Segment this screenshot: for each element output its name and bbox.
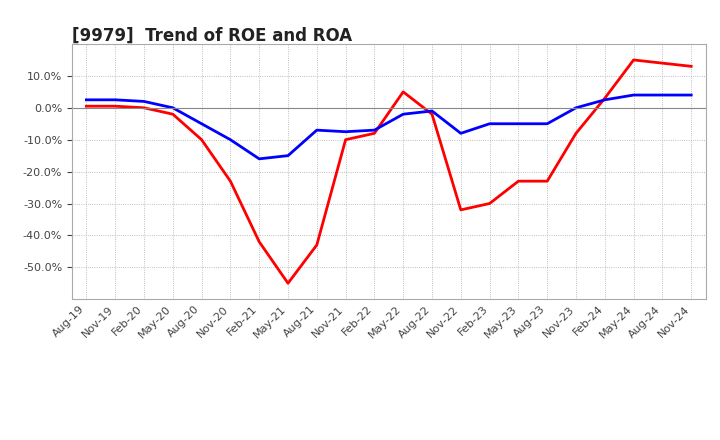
ROE [600,95,609,101]
ROA [82,97,91,103]
ROA [399,111,408,117]
ROE [485,201,494,206]
ROA [572,105,580,110]
ROA [312,128,321,133]
ROE [514,179,523,184]
ROA [543,121,552,126]
ROE [312,242,321,248]
ROE [572,131,580,136]
ROA [629,92,638,98]
ROA [255,156,264,161]
ROE [226,179,235,184]
ROA [197,121,206,126]
ROE [399,89,408,95]
ROE [543,179,552,184]
ROE [428,111,436,117]
ROE [370,131,379,136]
ROA [341,129,350,134]
ROE [82,103,91,109]
ROE [284,281,292,286]
ROE [255,239,264,245]
ROE [197,137,206,143]
ROA [370,128,379,133]
ROE [341,137,350,143]
ROE [111,103,120,109]
ROA [140,99,148,104]
ROE [456,207,465,213]
ROE [629,57,638,62]
ROE [140,105,148,110]
ROA [226,137,235,143]
ROA [514,121,523,126]
ROA [284,153,292,158]
ROA [600,97,609,103]
ROE [687,64,696,69]
Line: ROA: ROA [86,95,691,159]
ROA [687,92,696,98]
ROA [428,108,436,114]
ROE [658,60,667,66]
ROA [111,97,120,103]
ROE [168,111,177,117]
Legend: ROE, ROA: ROE, ROA [301,439,477,440]
ROA [485,121,494,126]
ROA [456,131,465,136]
ROA [658,92,667,98]
ROA [168,105,177,110]
Text: [9979]  Trend of ROE and ROA: [9979] Trend of ROE and ROA [72,26,352,44]
Line: ROE: ROE [86,60,691,283]
